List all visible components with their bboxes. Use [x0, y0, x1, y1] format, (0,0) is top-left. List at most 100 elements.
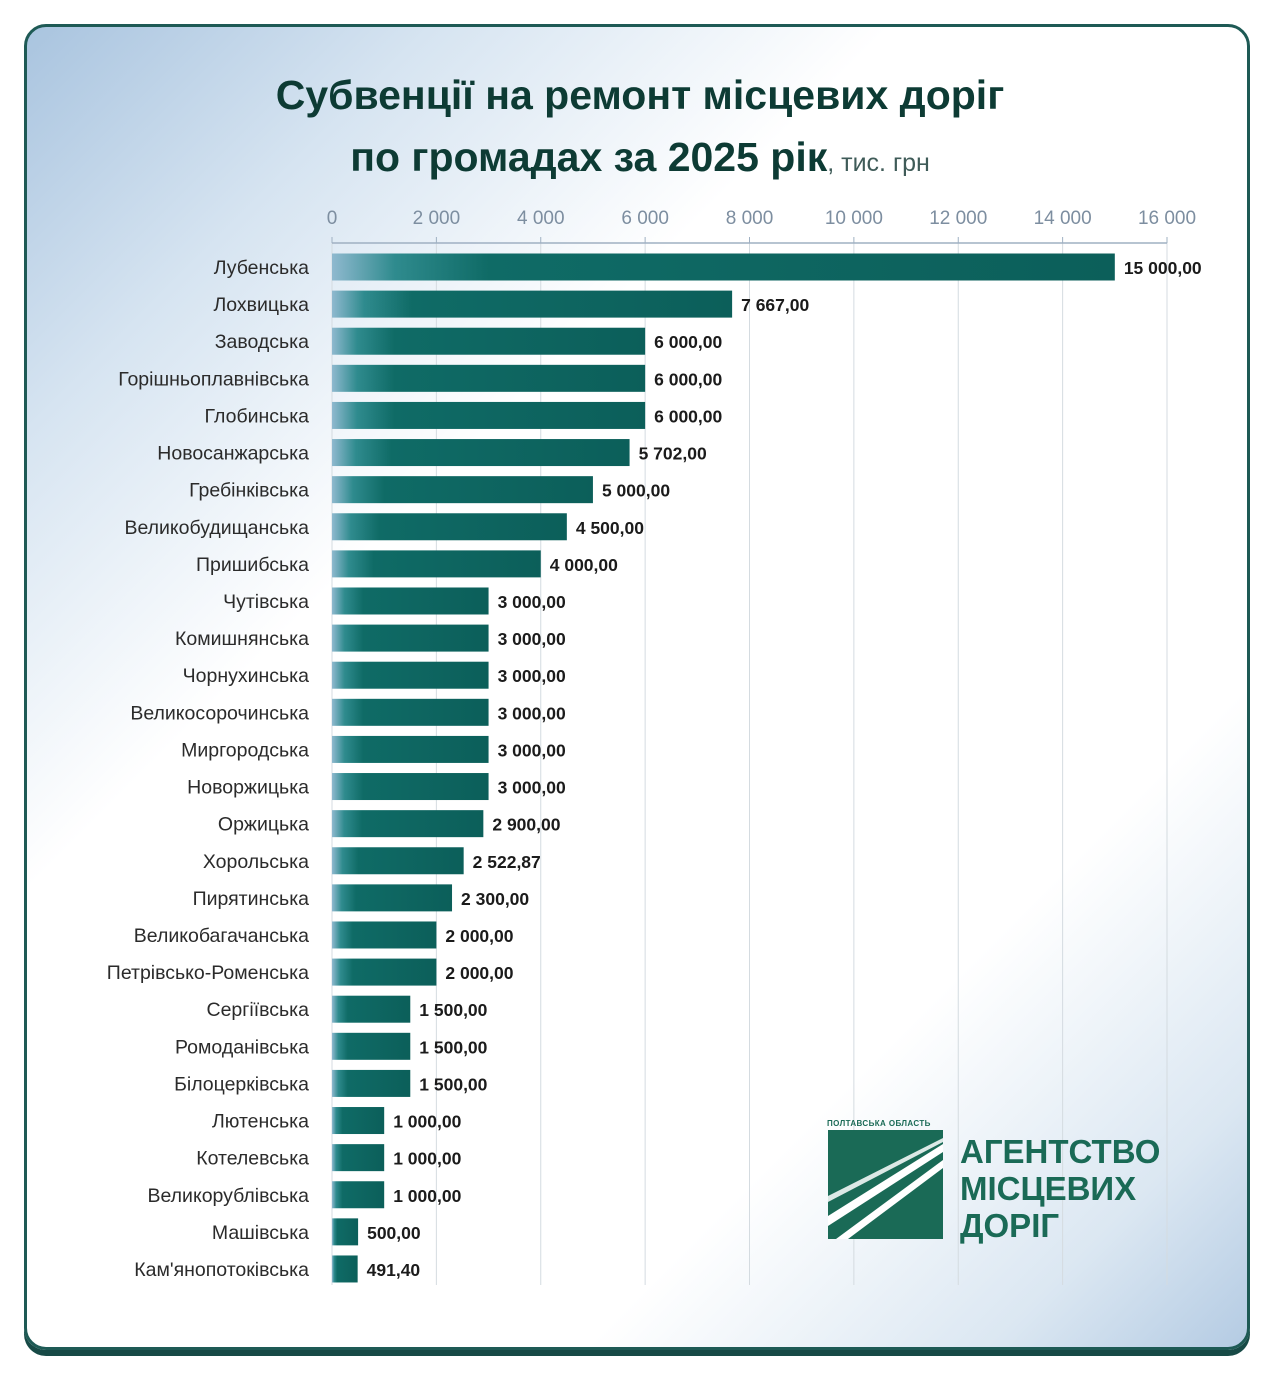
- category-label: Великобагачанська: [134, 925, 309, 947]
- bar: [332, 401, 646, 429]
- x-tick-label: 16 000: [1138, 208, 1196, 229]
- value-label: 2 900,00: [492, 815, 560, 835]
- bar: [332, 847, 464, 875]
- value-label: 6 000,00: [654, 406, 722, 426]
- value-label: 1 000,00: [393, 1112, 461, 1132]
- logo-region-text: Полтавська область: [827, 1119, 931, 1128]
- category-label: Великобудищанська: [124, 517, 309, 539]
- category-label: Лохвицька: [213, 294, 309, 316]
- logo-wordmark: АГЕНТСТВО МІСЦЕВИХ ДОРІГ: [960, 1133, 1160, 1244]
- category-label: Котелевська: [196, 1148, 309, 1170]
- bar: [332, 1255, 358, 1283]
- value-label: 4 000,00: [550, 555, 618, 575]
- value-label: 1 500,00: [419, 1037, 487, 1057]
- category-label: Глобинська: [205, 405, 310, 427]
- agency-logo: Полтавська область АГЕНТСТВО МІСЦЕВИХ ДО…: [827, 1119, 1207, 1249]
- category-label: Великорублівська: [147, 1185, 309, 1207]
- bar: [332, 1107, 385, 1135]
- category-label: Новосанжарська: [157, 443, 309, 465]
- category-label: Кам'янопотоківська: [134, 1259, 309, 1281]
- category-label: Комишнянська: [175, 628, 309, 650]
- bar: [332, 439, 630, 467]
- x-tick-label: 4 000: [517, 208, 565, 229]
- value-label: 5 702,00: [639, 444, 707, 464]
- x-tick-label: 12 000: [929, 208, 987, 229]
- category-label: Миргородська: [181, 739, 309, 761]
- bar: [332, 1069, 411, 1097]
- category-label: Чорнухинська: [183, 665, 309, 687]
- value-label: 2 000,00: [445, 926, 513, 946]
- bar-chart: 0 2 000 4 000 6 000 8 000 10 000 12 000 14 000 1…: [107, 208, 1202, 1285]
- value-label: 491,40: [367, 1260, 421, 1280]
- value-label: 1 500,00: [419, 1000, 487, 1020]
- x-tick-label: 10 000: [825, 208, 883, 229]
- value-label: 15 000,00: [1124, 258, 1202, 278]
- bar: [332, 1181, 385, 1209]
- category-label: Ромоданівська: [175, 1036, 309, 1058]
- chart-frame: Субвенції на ремонт місцевих доріг по гр…: [24, 24, 1250, 1350]
- value-label: 5 000,00: [602, 481, 670, 501]
- bar: [332, 513, 567, 541]
- bar: [332, 1144, 385, 1172]
- category-label: Пирятинська: [193, 888, 310, 910]
- x-tick-label: 2 000: [413, 208, 461, 229]
- bar: [332, 587, 489, 615]
- labels: Лубенська 15 000,00 Лохвицька 7 667,00 Завод…: [107, 257, 1202, 1281]
- category-label: Гребінківська: [189, 480, 309, 502]
- bar: [332, 810, 484, 838]
- value-label: 4 500,00: [576, 518, 644, 538]
- bar: [332, 476, 593, 504]
- bar: [332, 995, 411, 1023]
- category-label: Машівська: [212, 1222, 309, 1244]
- x-tick-label: 8 000: [726, 208, 774, 229]
- bars: [332, 253, 1115, 1283]
- logo-line3: ДОРІГ: [960, 1207, 1060, 1244]
- category-label: Пришибська: [196, 554, 309, 576]
- bar: [332, 921, 437, 949]
- value-label: 3 000,00: [498, 703, 566, 723]
- category-label: Оржицька: [218, 814, 309, 836]
- logo-line2: МІСЦЕВИХ: [960, 1170, 1137, 1207]
- bar: [332, 253, 1115, 281]
- value-label: 1 000,00: [393, 1149, 461, 1169]
- bar: [332, 364, 646, 392]
- value-label: 1 500,00: [419, 1074, 487, 1094]
- bar: [332, 624, 489, 652]
- value-label: 2 300,00: [461, 889, 529, 909]
- bar: [332, 550, 541, 578]
- category-label: Лютенська: [212, 1111, 309, 1133]
- value-label: 3 000,00: [498, 592, 566, 612]
- bar: [332, 327, 646, 355]
- category-label: Лубенська: [214, 257, 309, 279]
- category-label: Горішньоплавнівська: [118, 368, 309, 390]
- bar: [332, 698, 489, 726]
- value-label: 2 522,87: [473, 852, 541, 872]
- logo-line1: АГЕНТСТВО: [960, 1133, 1161, 1170]
- category-label: Хорольська: [203, 851, 309, 873]
- bar: [332, 1032, 411, 1060]
- category-label: Заводська: [215, 331, 309, 353]
- chart-unit: , тис. грн: [827, 149, 930, 177]
- category-label: Чутівська: [223, 591, 309, 613]
- category-label: Сергіївська: [207, 999, 310, 1021]
- bar: [332, 773, 489, 801]
- bar: [332, 290, 733, 318]
- road-icon: [828, 1130, 943, 1239]
- category-label: Великосорочинська: [130, 702, 309, 724]
- x-tick-label: 14 000: [1034, 208, 1092, 229]
- value-label: 1 000,00: [393, 1186, 461, 1206]
- x-tick-label: 0: [327, 208, 338, 229]
- category-label: Новоржицька: [187, 777, 309, 799]
- bar: [332, 884, 453, 912]
- value-label: 3 000,00: [498, 740, 566, 760]
- bar: [332, 958, 437, 986]
- x-tick-label: 6 000: [621, 208, 669, 229]
- value-label: 3 000,00: [498, 778, 566, 798]
- value-label: 500,00: [367, 1223, 421, 1243]
- value-label: 6 000,00: [654, 369, 722, 389]
- bar: [332, 661, 489, 689]
- value-label: 3 000,00: [498, 666, 566, 686]
- chart-title-line1: Субвенції на ремонт місцевих доріг: [275, 72, 1005, 118]
- chart-title-line2: по громадах за 2025 рік, тис. грн: [350, 134, 930, 180]
- value-label: 7 667,00: [741, 295, 809, 315]
